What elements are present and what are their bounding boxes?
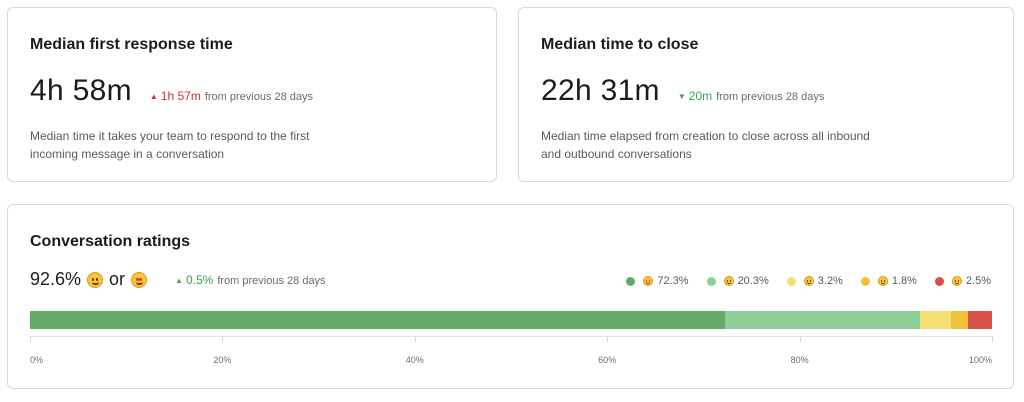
legend-dot [626,276,636,286]
first-response-delta-suffix: from previous 28 days [204,91,314,103]
ratings-delta-amount: 0.5% [185,272,214,287]
ratings-value: 92.6% [30,269,82,289]
legend-item[interactable]: 1.8% [860,275,917,287]
x-tick-label: 40% [405,355,424,365]
time-to-close-value: 22h 31m [541,74,660,107]
time-to-close-card: Median time to close 22h 31m ▼ 20m from … [518,7,1014,182]
x-tick-label: 0% [30,355,44,365]
first-response-title: Median first response time [30,36,233,53]
ratings-card: Conversation ratings 92.6% or ▲ 0.5% fro… [7,204,1014,389]
ratings-delta: ▲ 0.5% from previous 28 days [175,273,326,287]
x-tick [799,336,801,342]
triangle-down-icon: ▼ [677,92,686,101]
x-tick [414,336,416,342]
ratings-title: Conversation ratings [30,233,191,250]
legend-item[interactable]: 2.5% [934,275,991,287]
first-response-metric-row: 4h 58m ▲ 1h 57m from previous 28 days [30,74,313,108]
x-tick [222,336,224,342]
time-to-close-title: Median time to close [541,36,699,53]
star-struck-icon [131,271,148,288]
bar-segment[interactable] [967,311,993,329]
first-response-delta: ▲ 1h 57m from previous 28 days [150,89,313,103]
x-tick-label: 100% [968,355,992,365]
time-to-close-delta: ▼ 20m from previous 28 days [678,89,824,103]
legend-dot [706,276,716,286]
x-tick [992,336,993,342]
x-axis: 0% 20% 40% 60% 80% 100% [30,336,993,366]
ratings-metric-row: 92.6% or ▲ 0.5% from previous 28 days [30,269,326,290]
legend-item[interactable]: 72.3% [626,275,689,287]
legend-label: 2.5% [965,275,991,287]
time-to-close-metric-row: 22h 31m ▼ 20m from previous 28 days [541,74,824,108]
first-response-card: Median first response time 4h 58m ▲ 1h 5… [7,7,497,182]
legend-label: 3.2% [817,275,843,287]
ratings-stacked-bar [30,311,993,329]
x-tick-label: 20% [213,355,232,365]
legend-item[interactable]: 20.3% [706,275,769,287]
legend-dot [934,276,944,286]
bar-segment[interactable] [950,311,968,329]
legend-item[interactable]: 3.2% [786,275,843,287]
legend-label: 20.3% [737,275,769,287]
first-response-value: 4h 58m [30,74,132,107]
time-to-close-description: Median time elapsed from creation to clo… [541,129,870,161]
first-response-delta-amount: 1h 57m [160,89,201,103]
legend-dot [860,276,870,286]
time-to-close-delta-suffix: from previous 28 days [716,91,825,103]
bar-segment[interactable] [30,311,725,329]
time-to-close-delta-amount: 20m [688,89,713,103]
ratings-or-text: or [109,269,126,289]
triangle-up-icon: ▲ [175,275,183,285]
x-tick [607,336,609,342]
x-axis-line [30,336,992,337]
legend-dot [786,276,796,286]
first-response-description: Median time it takes your team to respon… [30,129,310,161]
angry-face-icon [951,276,962,286]
grinning-face-icon [87,271,104,288]
legend-label: 1.8% [891,275,917,287]
neutral-face-icon [803,276,814,286]
ratings-legend: 72.3% 20.3% 3.2% 1.8% 2.5% [608,275,991,287]
x-tick-label: 80% [790,355,809,365]
bar-segment[interactable] [724,311,920,329]
x-tick-label: 60% [598,355,617,365]
legend-label: 72.3% [657,275,689,287]
bar-segment[interactable] [919,311,951,329]
x-tick [30,336,31,342]
ratings-delta-suffix: from previous 28 days [217,274,326,287]
triangle-up-icon: ▲ [149,92,158,101]
grinning-face-icon [723,276,734,286]
frowning-face-icon [877,276,888,286]
star-struck-icon [643,276,654,286]
